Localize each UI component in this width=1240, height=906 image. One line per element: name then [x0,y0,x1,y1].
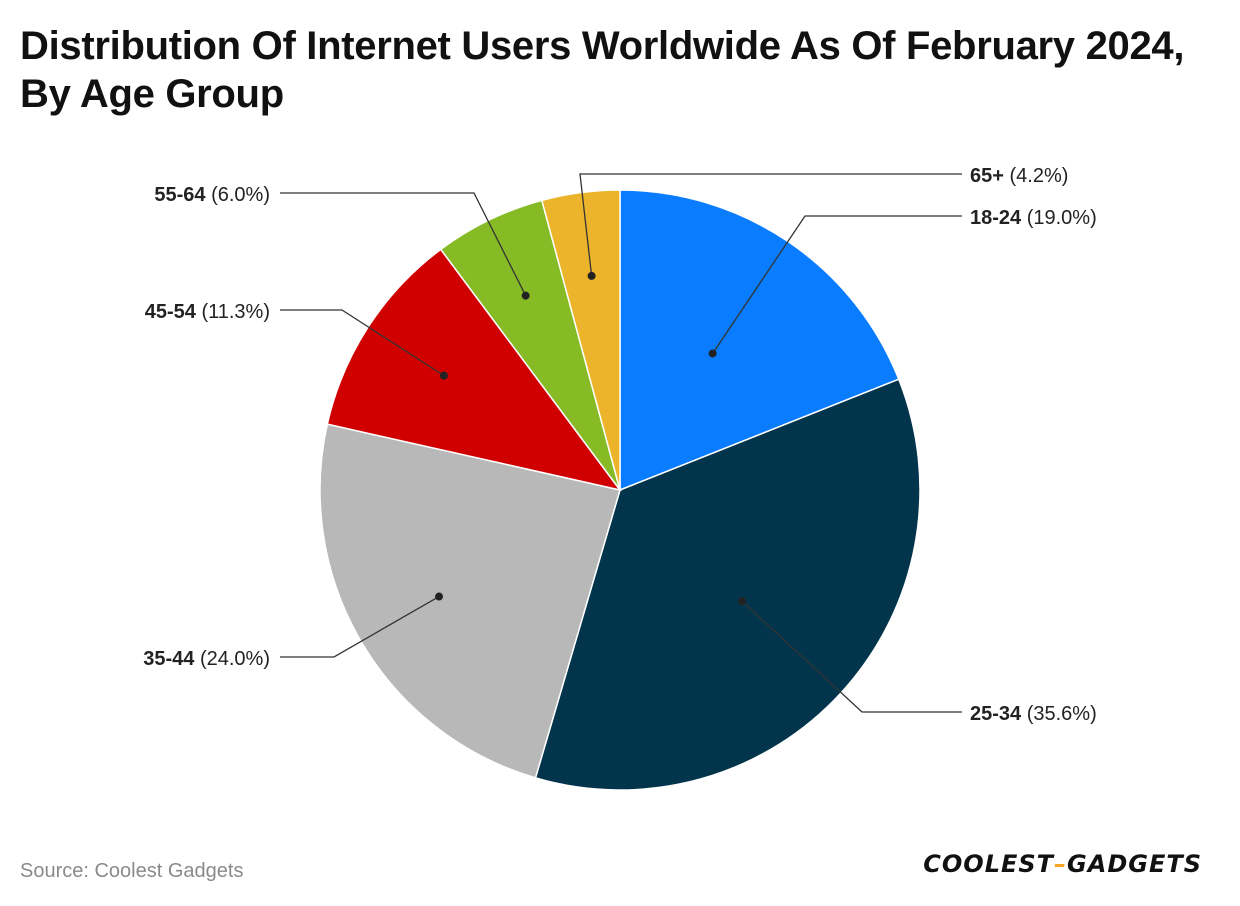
logo-text-right: GADGETS [1067,850,1202,878]
leader-line-35-44 [280,595,440,658]
leader-dot-25-34 [737,597,746,606]
pie-slice-35-44 [319,423,621,779]
leader-line-25-34 [741,600,962,713]
pie-slice-18-24 [619,189,900,492]
slice-label-name: 25-34 [970,703,1027,725]
leader-dot-65plus [587,271,596,280]
slice-label-value: (11.3%) [201,301,270,323]
slice-label-value: (6.0%) [211,184,270,206]
logo-dash: – [1054,850,1068,878]
leader-line-55-64 [280,192,527,296]
slice-label-55-64: 55-64 (6.0%) [154,184,270,206]
slice-label-name: 55-64 [154,184,211,206]
leader-line-18-24 [712,215,962,354]
slice-label-value: (35.6%) [1027,703,1097,725]
logo-text-left: COOLEST [923,850,1055,878]
chart-title: Distribution Of Internet Users Worldwide… [20,24,1185,116]
slice-label-25-34: 25-34 (35.6%) [970,703,1097,725]
pie-slice-65plus [540,189,621,491]
slice-label-value: (19.0%) [1027,207,1097,229]
leader-dot-45-54 [439,371,448,380]
leader-line-45-54 [280,309,445,377]
leader-dot-18-24 [708,349,717,358]
source-note: Source: Coolest Gadgets [20,860,244,882]
slice-label-18-24: 18-24 (19.0%) [970,207,1097,229]
slice-label-65plus: 65+ (4.2%) [970,165,1068,187]
slice-label-name: 18-24 [970,207,1027,229]
slice-label-value: (24.0%) [200,648,270,670]
slice-labels: 18-24 (19.0%) 25-34 (35.6%) 35-44 (24.0%) 4… [143,165,1097,725]
leader-line-65plus [579,173,962,276]
pie-slices [319,189,921,791]
leader-lines [280,173,962,713]
brand-logo: COOLEST–GADGETS [923,850,1202,878]
slice-label-name: 65+ [970,165,1009,187]
leader-dot-35-44 [435,592,444,601]
slice-label-value: (4.2%) [1009,165,1068,187]
leader-dot-55-64 [521,291,530,300]
slice-label-35-44: 35-44 (24.0%) [143,648,270,670]
slice-label-45-54: 45-54 (11.3%) [145,301,270,323]
slice-label-name: 45-54 [145,301,202,323]
pie-slice-25-34 [534,378,921,791]
slice-label-name: 35-44 [143,648,200,670]
